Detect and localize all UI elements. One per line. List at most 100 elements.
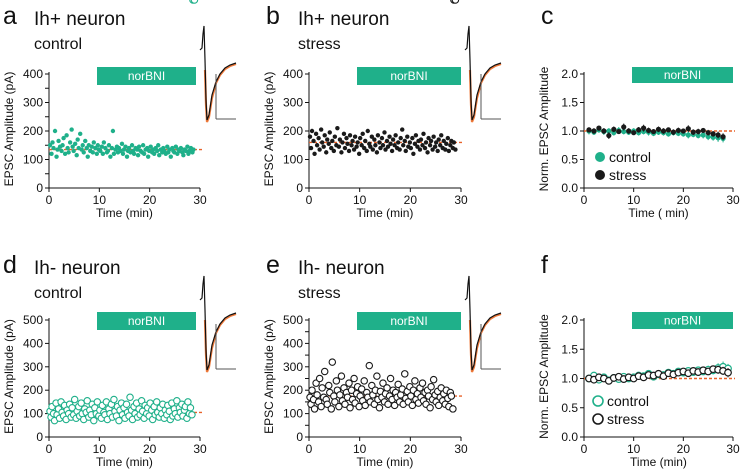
x-tick-label: 20 [677,442,691,456]
data-point [636,127,642,133]
data-point [342,145,348,151]
x-tick-label: 20 [143,193,157,207]
data-point [307,134,313,139]
data-point [332,377,341,385]
y-tick-label: 1.0 [561,372,578,386]
x-tick-label: 0 [306,193,313,207]
data-point [393,133,398,138]
data-point [408,145,414,151]
data-point [93,145,98,151]
panel-d-subtitle: control [34,285,82,302]
y-tick-label: 200 [23,124,43,138]
data-point [56,138,61,144]
data-point [368,144,373,149]
data-point [123,144,128,149]
data-point [322,133,327,138]
panel-e-title: Ih- neuron [298,258,385,279]
data-point [136,144,142,149]
data-point [81,150,86,155]
legend-marker [595,170,605,180]
data-point [347,133,353,138]
data-point [670,129,677,135]
data-point [388,141,393,147]
data-point [93,398,102,406]
data-point [332,134,338,139]
data-point [350,374,358,383]
data-point [685,126,691,132]
data-point [115,416,123,425]
data-point [157,153,162,158]
data-point [720,134,726,140]
x-tick-label: 20 [404,442,418,456]
data-point [695,128,701,135]
x-axis-label: Time (min) [357,455,414,469]
data-point [413,133,419,138]
data-point [355,402,363,411]
data-point [394,380,402,389]
data-point [109,145,115,151]
x-tick-label: 10 [627,442,641,456]
data-point [317,402,325,411]
legend-marker [592,413,604,425]
data-point [405,134,410,139]
panel-a-trace-inset [199,25,237,123]
trace-line [464,275,502,371]
panel-d-title: Ih- neuron [34,258,121,279]
data-point [365,361,374,370]
y-tick-label: 300 [23,360,43,374]
data-point [120,151,126,156]
y-tick-label: 400 [283,336,303,350]
data-point [124,154,130,159]
x-tick-label: 30 [454,442,468,456]
data-point [331,398,339,406]
y-tick-label: 0.5 [561,401,578,415]
data-point [387,134,392,139]
norbni-bar [632,67,733,83]
y-tick-label: 200 [283,383,303,397]
data-point [365,128,370,134]
y-tick-label: 200 [283,124,303,138]
x-tick-label: 20 [143,442,157,456]
data-point [341,400,349,408]
data-point [400,127,405,132]
data-point [190,0,199,4]
data-point [426,135,431,141]
data-point [451,140,457,145]
data-point [412,141,418,147]
data-point [55,147,60,152]
data-point [339,150,344,155]
y-tick-label: 200 [23,383,43,397]
data-point [390,137,396,142]
y-tick-label: 400 [283,67,303,81]
data-point [660,128,667,134]
data-point [135,153,141,158]
data-point [402,138,407,144]
y-tick-label: 2.0 [561,313,578,327]
data-point [70,395,79,404]
data-point [436,137,441,142]
x-axis-label: Time (min) [357,206,414,220]
legend-label: stress [607,411,644,427]
norbni-bar [357,67,461,85]
data-point [318,384,326,392]
data-point [51,145,56,151]
data-point [363,138,368,144]
data-point [350,138,355,144]
norbni-label: norBNI [664,68,701,82]
data-point [103,145,108,151]
data-point [675,127,681,134]
data-point [621,124,627,130]
data-point [410,135,415,141]
data-point [311,138,316,144]
data-point [310,405,319,413]
data-point [378,145,383,151]
panel-e-letter: e [266,251,280,279]
data-point [417,147,423,152]
data-point [129,143,135,148]
data-point [145,154,151,159]
data-point [185,144,190,149]
y-tick-label: 2.0 [561,67,578,81]
data-point [60,143,65,148]
data-point [346,148,352,154]
data-point [397,147,402,152]
